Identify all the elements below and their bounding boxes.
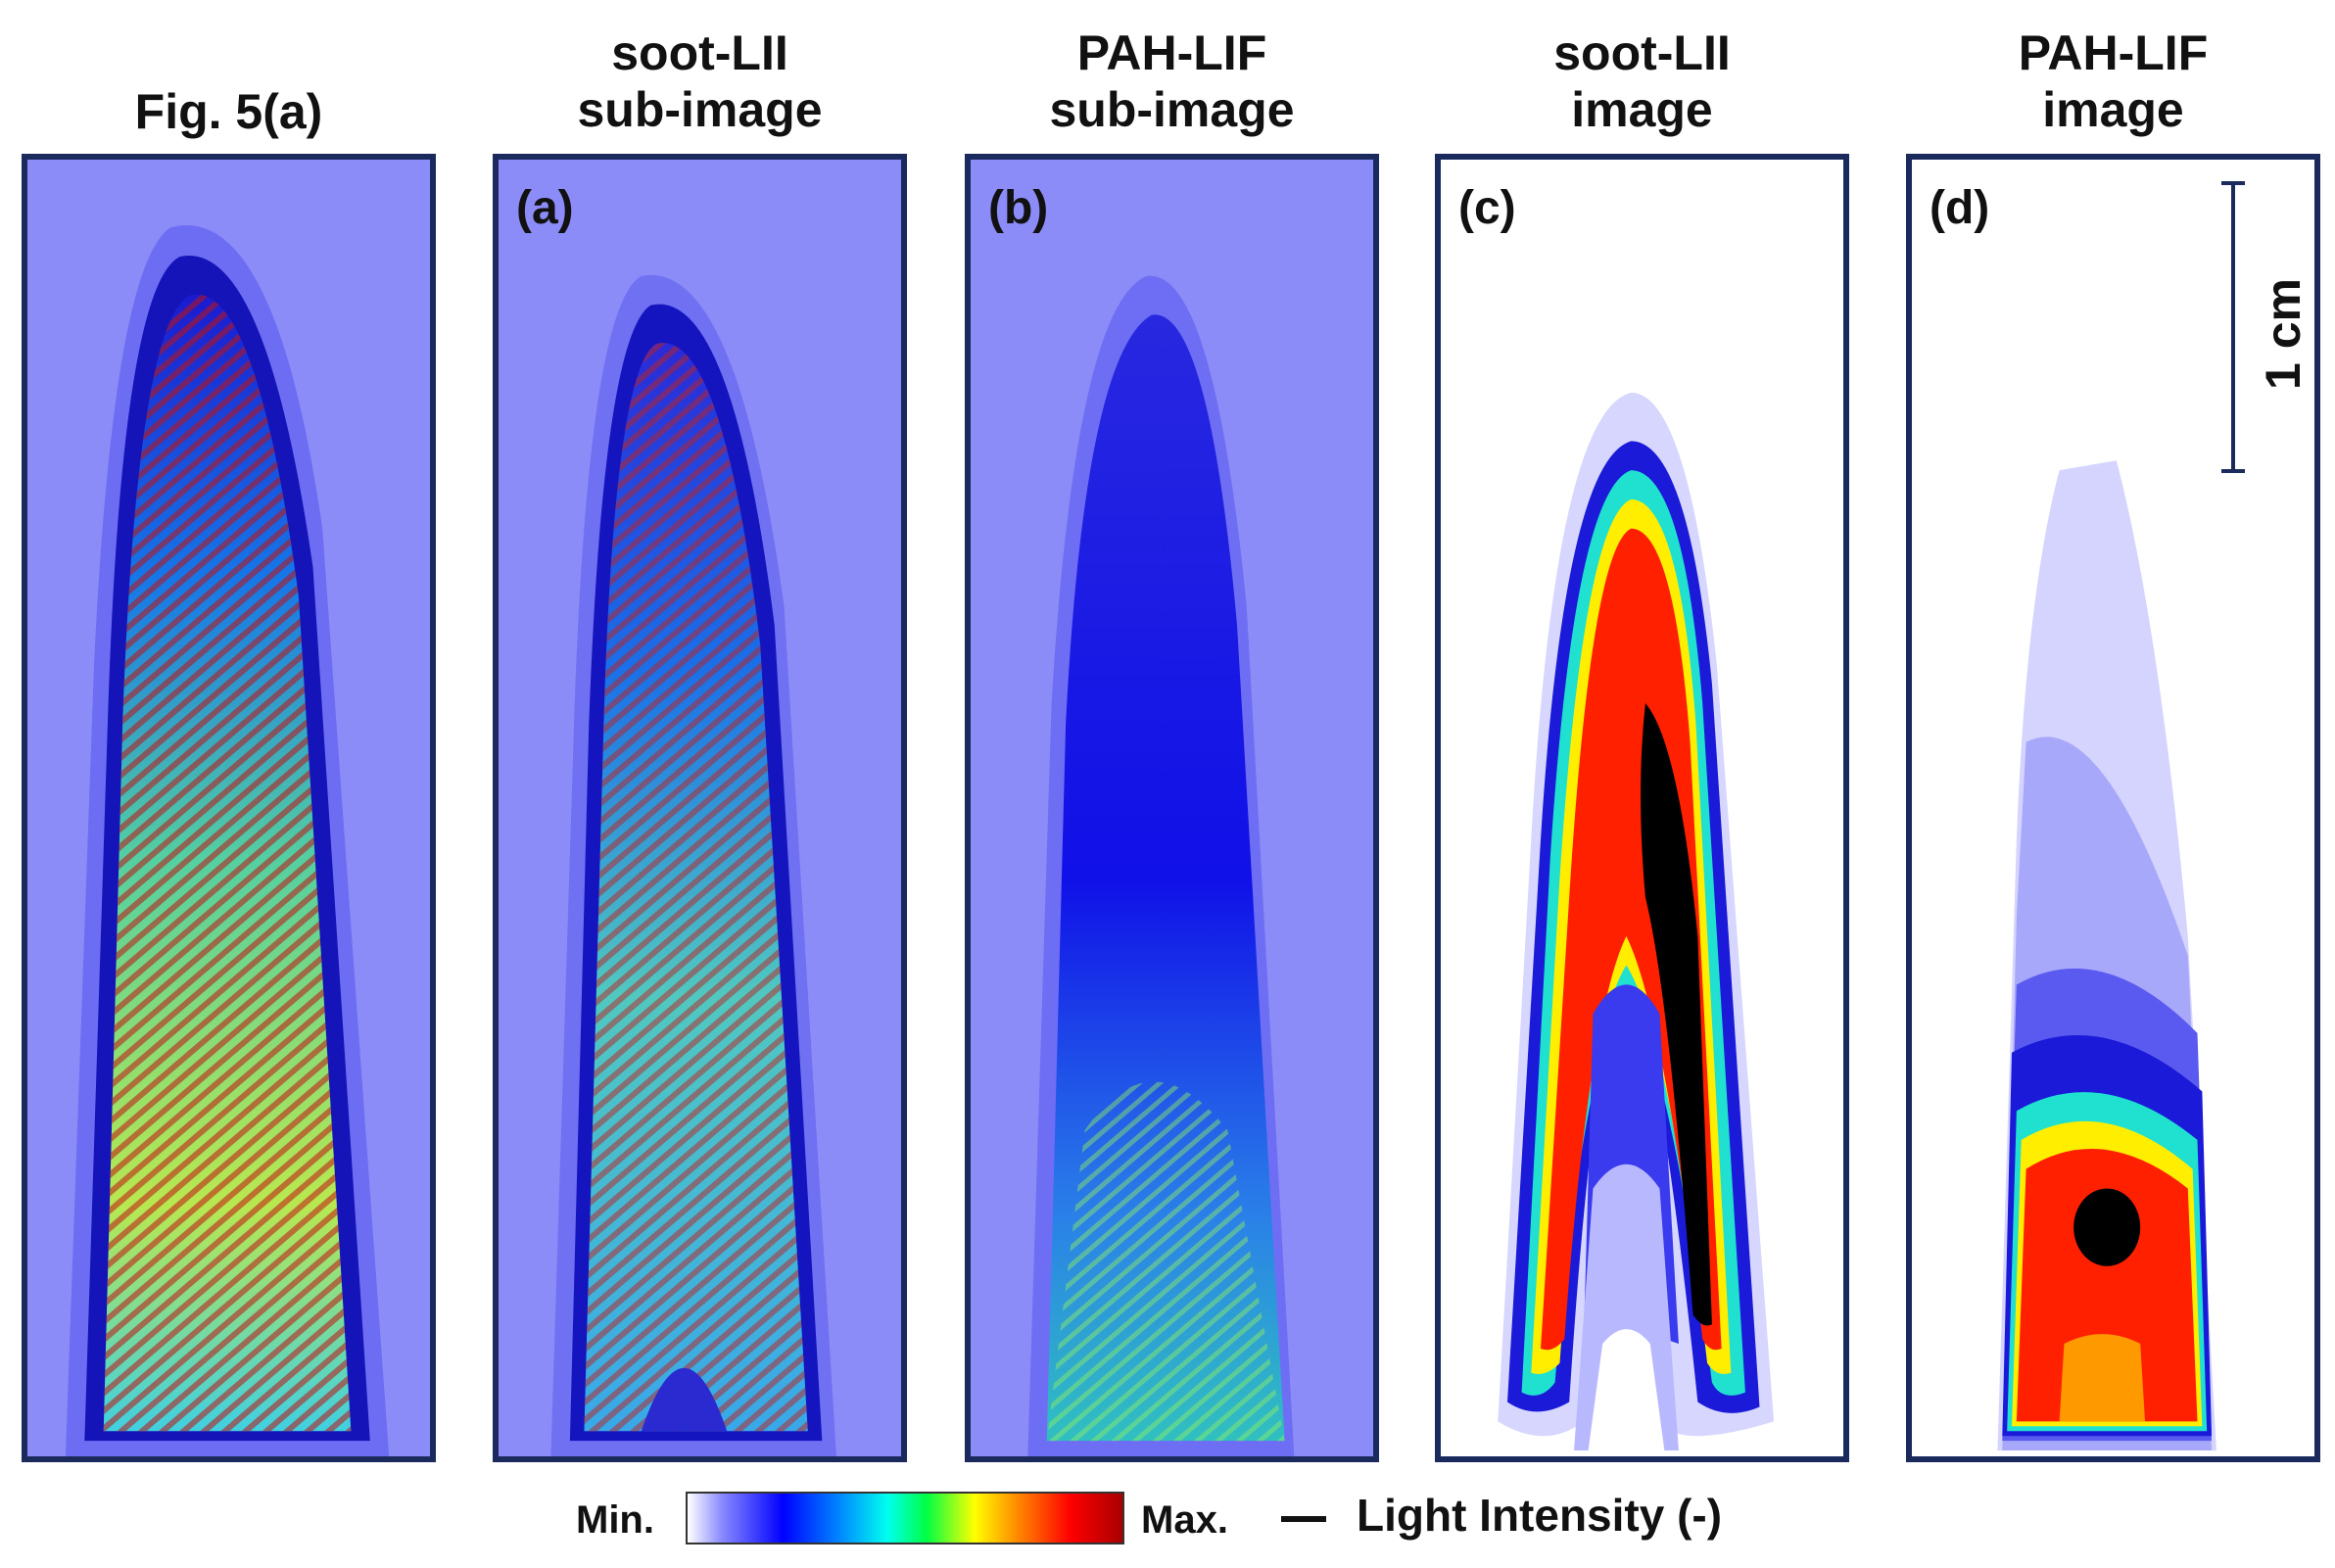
- scale-bar: [2231, 181, 2235, 473]
- scale-label: 1 cm: [2256, 278, 2311, 390]
- title-pah-lif-image: PAH-LIF image: [2018, 25, 2209, 137]
- flame-image-b: [1027, 275, 1295, 1456]
- title-fig-5a: Fig. 5(a): [134, 84, 323, 139]
- legend-dash: [1281, 1516, 1326, 1522]
- title-soot-lii-sub-image: soot-LII sub-image: [577, 25, 823, 137]
- flame-image-fig-5a: [65, 224, 390, 1456]
- title-pah-lif-sub-image: PAH-LIF sub-image: [1049, 25, 1295, 137]
- panel-d: (d) 1 cm: [1906, 154, 2320, 1462]
- panel-label-a: (a): [516, 182, 574, 234]
- scale-bar-bottom-cap: [2221, 469, 2245, 473]
- panel-b: (b): [965, 154, 1379, 1462]
- panel-label-b: (b): [988, 182, 1049, 234]
- flame-image-a: [550, 274, 836, 1456]
- colorbar: [686, 1492, 1124, 1544]
- legend-min-label: Min.: [576, 1498, 654, 1542]
- legend-caption: Light Intensity (-): [1357, 1490, 1723, 1541]
- panel-a: (a): [493, 154, 907, 1462]
- scale-bar-top-cap: [2221, 181, 2245, 185]
- title-soot-lii-image: soot-LII image: [1553, 25, 1731, 137]
- flame-image-d: [1997, 460, 2216, 1451]
- panel-label-d: (d): [1930, 182, 1990, 234]
- flame-image-c: [1498, 392, 1775, 1451]
- panel-fig-5a: [22, 154, 436, 1462]
- panel-label-c: (c): [1458, 182, 1516, 234]
- legend-max-label: Max.: [1141, 1498, 1228, 1542]
- panel-c: (c): [1435, 154, 1849, 1462]
